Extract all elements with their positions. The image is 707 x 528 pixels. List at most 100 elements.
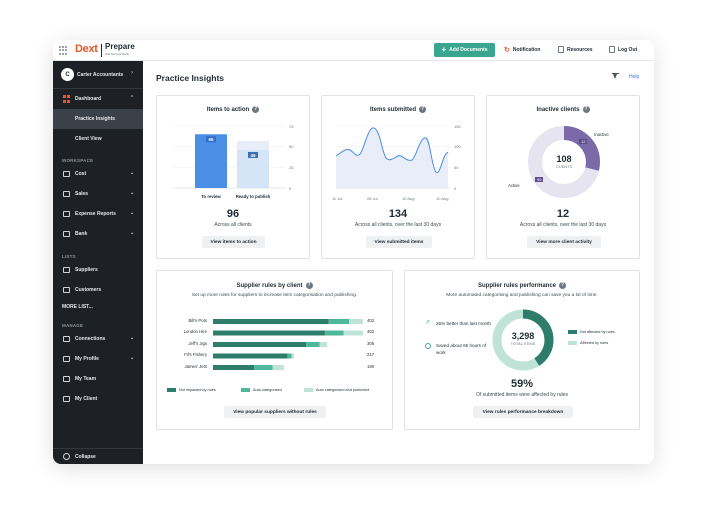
collapse-button[interactable]: Collapse xyxy=(53,448,143,464)
stacked-bar-segment[interactable] xyxy=(213,353,288,359)
row-label: James' Jets xyxy=(184,364,207,369)
sidebar-item-label: Dashboard xyxy=(75,96,102,102)
row-label: Fil's Fishery xyxy=(184,352,207,357)
help-link[interactable]: Help xyxy=(629,74,640,80)
plus-icon: + xyxy=(441,45,447,54)
chevron-down-icon: ⌄ xyxy=(130,170,135,176)
stacked-bar-segment[interactable] xyxy=(213,319,329,324)
y-tick: 100 xyxy=(454,144,461,149)
card-title-text: Inactive clients xyxy=(536,107,580,114)
apps-grid-icon[interactable] xyxy=(59,46,68,55)
stacked-bar-segment[interactable] xyxy=(319,342,328,347)
notification-label: Notification xyxy=(512,47,541,53)
filter-icon[interactable] xyxy=(612,73,619,80)
sidebar-item-label: My Team xyxy=(75,376,97,382)
items-to-action-card: Items to action? 65 46 75 50 25 0 To revi… xyxy=(156,95,310,259)
main-content: Practice Insights Help Items to action? … xyxy=(143,61,654,464)
stacked-bar-segment[interactable] xyxy=(324,330,344,336)
sidebar-item-suppliers[interactable]: Suppliers xyxy=(53,260,143,280)
legend-swatch xyxy=(304,388,313,392)
sidebar-item-expense-reports[interactable]: Expense Reports ⌄ xyxy=(53,204,143,224)
chevron-down-icon: ⌄ xyxy=(130,190,135,196)
stacked-bar-segment[interactable] xyxy=(349,319,363,324)
stacked-bar-segment[interactable] xyxy=(328,319,350,324)
bar[interactable] xyxy=(195,134,227,188)
legend-label: Auto-categorised xyxy=(253,388,282,392)
view-popular-suppliers-button[interactable]: View popular suppliers without rules xyxy=(224,406,326,418)
view-more-client-activity-button[interactable]: View more client activity xyxy=(527,236,601,248)
metric-caption: Across all clients, over the last 30 day… xyxy=(519,222,607,228)
view-items-to-action-button[interactable]: View items to action xyxy=(202,236,265,248)
sidebar-item-label: Client View xyxy=(75,136,102,142)
section-heading-lists: LISTS xyxy=(62,254,76,259)
x-tick: 11 Jul xyxy=(332,196,343,201)
add-documents-label: Add Documents xyxy=(449,47,488,53)
bar-label-bg xyxy=(206,136,216,143)
y-tick: 150 xyxy=(454,124,461,129)
help-icon[interactable]: ? xyxy=(559,282,567,289)
stacked-bar-segment[interactable] xyxy=(272,365,284,370)
help-icon[interactable]: ? xyxy=(305,282,313,289)
stacked-bar-segment[interactable] xyxy=(291,353,294,359)
rules-performance-donut xyxy=(492,309,554,371)
donut-center-label: TOTAL ITEMS xyxy=(510,342,536,346)
view-rules-performance-button[interactable]: View rules performance breakdown xyxy=(473,406,573,418)
row-total: 217 xyxy=(367,352,375,357)
card-title: Items submitted? xyxy=(322,106,474,113)
add-documents-button[interactable]: + Add Documents xyxy=(434,43,495,57)
help-icon[interactable]: ? xyxy=(582,106,590,113)
y-tick: 0 xyxy=(454,186,457,191)
sidebar-item-label: Suppliers xyxy=(75,267,98,273)
help-icon[interactable]: ? xyxy=(419,106,426,113)
metric-caption: Across all clients xyxy=(214,222,252,228)
supplier-rules-card: Supplier rules by client? Set up more ru… xyxy=(156,270,393,430)
refresh-icon: ↻ xyxy=(504,47,510,54)
row-total: 402 xyxy=(367,329,375,334)
chevron-down-icon: ⌄ xyxy=(130,230,135,236)
stacked-bar-segment[interactable] xyxy=(306,342,320,347)
clock-icon xyxy=(425,343,431,349)
items-to-action-chart: 65 46 xyxy=(173,125,285,189)
x-tick: 10 Aug xyxy=(402,196,415,201)
row-label: London Hire xyxy=(183,329,207,334)
sidebar-item-customers[interactable]: Customers xyxy=(53,280,143,300)
sidebar-item-practice-insights[interactable]: Practice Insights xyxy=(53,109,143,129)
sidebar-item-my-profile[interactable]: My Profile ⌄ xyxy=(53,349,143,369)
log-out-link[interactable]: Log Out xyxy=(609,46,637,53)
chevron-down-icon: ⌄ xyxy=(130,335,135,341)
log-out-label: Log Out xyxy=(618,46,638,53)
notification-link[interactable]: ↻ Notification xyxy=(504,46,540,54)
stacked-bar-segment[interactable] xyxy=(287,353,292,359)
stacked-bar-segment[interactable] xyxy=(254,365,273,370)
sidebar-item-label: Expense Reports xyxy=(75,211,116,217)
client-icon xyxy=(63,396,70,402)
stacked-bar-segment[interactable] xyxy=(213,365,255,370)
sidebar-item-bank[interactable]: Bank ⌄ xyxy=(53,224,143,244)
account-name: Carter Accountants xyxy=(77,72,124,78)
sidebar-item-dashboard[interactable]: Dashboard ⌃ xyxy=(53,89,143,109)
sidebar-item-cost[interactable]: Cost ⌄ xyxy=(53,164,143,184)
card-title-text: Items submitted xyxy=(369,107,416,114)
sidebar-item-my-client[interactable]: My Client xyxy=(53,389,143,409)
legend-label: Not impacted by rules xyxy=(179,388,216,392)
account-switcher[interactable]: C Carter Accountants › xyxy=(53,61,143,89)
resources-link[interactable]: Resources xyxy=(558,46,593,53)
sidebar-item-label: My Profile xyxy=(75,356,99,362)
x-tick: 10 Aug xyxy=(436,196,449,201)
legend-label: Not affected by rules xyxy=(580,330,615,334)
stacked-bar-segment[interactable] xyxy=(213,342,307,347)
view-submitted-items-button[interactable]: View submitted items xyxy=(366,236,432,248)
inactive-label: Inactive xyxy=(594,132,609,137)
donut-slice-inactive xyxy=(528,126,600,198)
sidebar-item-sales[interactable]: Sales ⌄ xyxy=(53,184,143,204)
help-icon[interactable]: ? xyxy=(252,106,260,113)
profile-icon xyxy=(63,356,70,362)
dext-logo[interactable]: Dext xyxy=(75,43,98,55)
inactive-clients-donut xyxy=(528,126,600,198)
sidebar-item-client-view[interactable]: Client View xyxy=(53,129,143,149)
stacked-bar-segment[interactable] xyxy=(343,330,363,336)
sidebar-item-connections[interactable]: Connections ⌄ xyxy=(53,329,143,349)
sidebar-item-my-team[interactable]: My Team xyxy=(53,369,143,389)
more-list-link[interactable]: MORE LIST... xyxy=(62,304,93,310)
stacked-bar-segment[interactable] xyxy=(213,330,325,336)
